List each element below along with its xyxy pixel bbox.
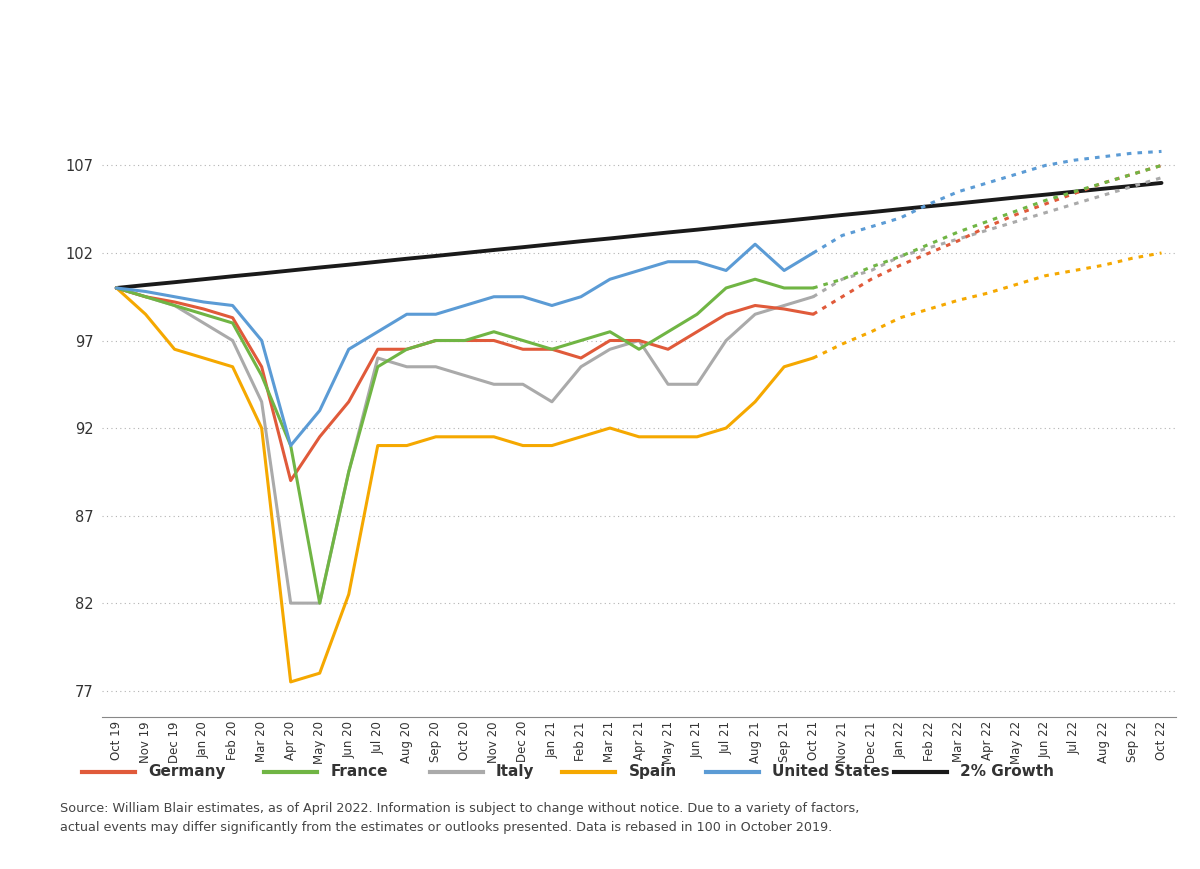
Text: Spain: Spain	[629, 764, 677, 779]
Text: Source: William Blair estimates, as of April 2022. Information is subject to cha: Source: William Blair estimates, as of A…	[60, 802, 859, 834]
Text: 2% Growth: 2% Growth	[960, 764, 1054, 779]
Text: Italy: Italy	[496, 764, 534, 779]
Text: United States: United States	[772, 764, 889, 779]
Text: France: France	[330, 764, 388, 779]
Text: Germany: Germany	[149, 764, 226, 779]
Text: Base-Case GDP Outlook: Pre-Escalation: Base-Case GDP Outlook: Pre-Escalation	[182, 29, 1018, 66]
